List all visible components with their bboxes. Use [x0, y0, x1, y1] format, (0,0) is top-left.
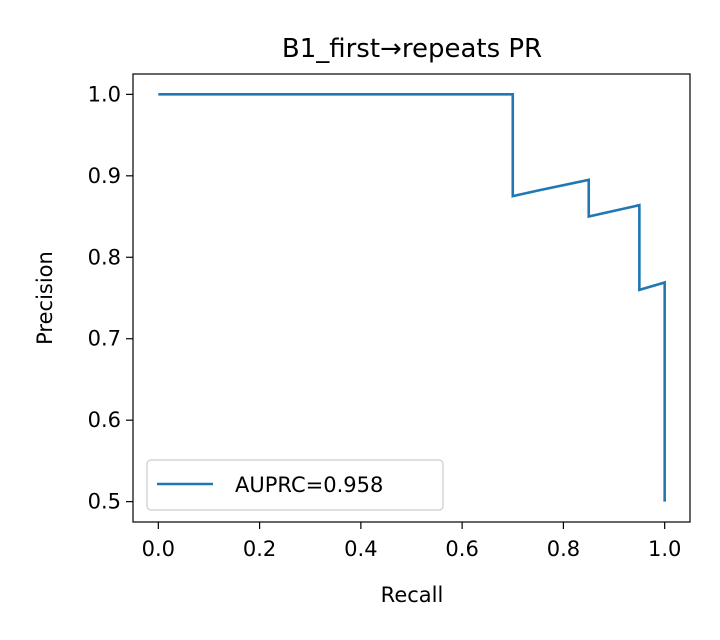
y-axis-label: Precision — [33, 251, 57, 345]
series-layer — [158, 93, 666, 502]
legend-entry-label: AUPRC=0.958 — [235, 473, 383, 497]
y-tick-label: 0.7 — [88, 327, 121, 351]
y-tick-label: 0.8 — [88, 245, 121, 269]
legend-box — [146, 459, 444, 511]
pr-curve-line — [158, 93, 666, 502]
x-axis-ticks: 0.0 0.2 0.4 0.6 0.8 1.0 — [142, 522, 681, 561]
y-tick-label: 0.9 — [88, 164, 121, 188]
y-axis-ticks: 0.5 0.6 0.7 0.8 0.9 1.0 — [88, 82, 133, 514]
x-tick-label: 0.0 — [142, 537, 175, 561]
y-tick-label: 1.0 — [88, 82, 121, 106]
x-tick-label: 0.2 — [243, 537, 276, 561]
x-tick-label: 0.4 — [344, 537, 377, 561]
chart-title: B1_first→repeats PR — [282, 34, 542, 64]
y-tick-label: 0.6 — [88, 408, 121, 432]
legend: AUPRC=0.958 — [146, 459, 444, 511]
y-tick-label: 0.5 — [88, 490, 121, 514]
x-tick-label: 0.6 — [445, 537, 478, 561]
x-axis-label: Recall — [381, 583, 444, 607]
plot-area-frame — [132, 73, 691, 523]
x-tick-label: 1.0 — [648, 537, 681, 561]
x-tick-label: 0.8 — [547, 537, 580, 561]
